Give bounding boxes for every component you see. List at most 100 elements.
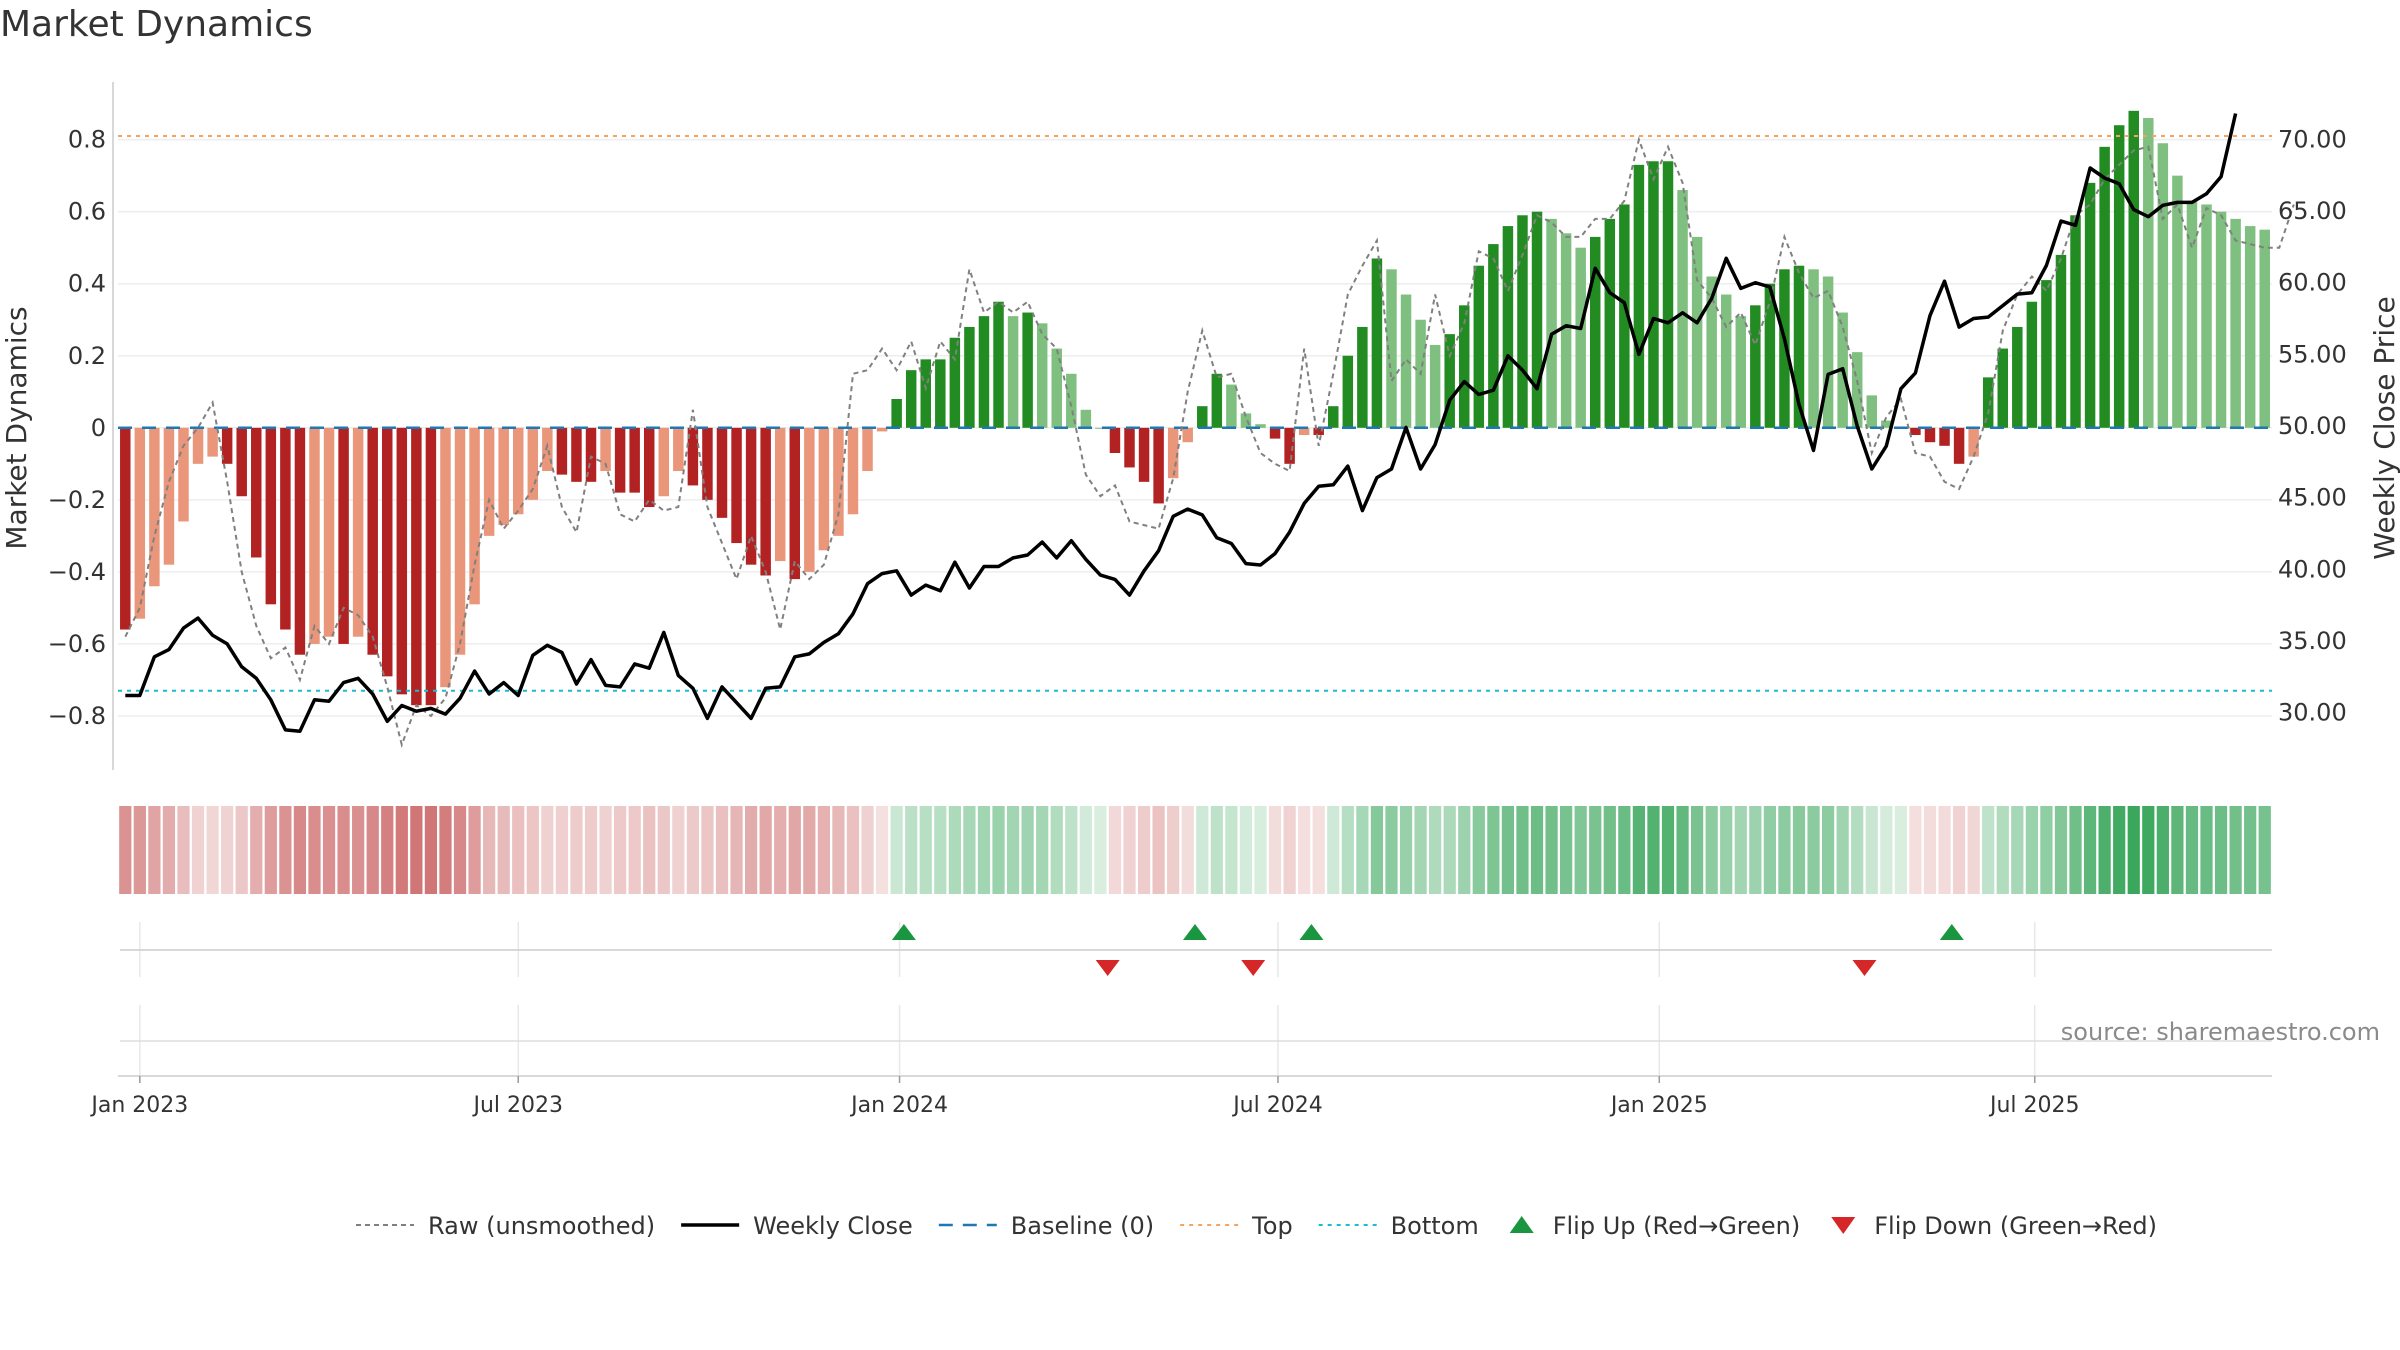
legend-item-bottom: Bottom (1318, 1212, 1479, 1240)
y-right-tick-label: 35.00 (2278, 627, 2347, 655)
band-cell (1327, 806, 1340, 894)
band-cell (1298, 806, 1311, 894)
weekly-close-line (125, 113, 2238, 734)
dynamics-bar (964, 326, 975, 428)
band-cell (570, 806, 583, 894)
legend: Raw (unsmoothed) Weekly Close Baseline (0)… (356, 1212, 2157, 1240)
dynamics-bar (876, 427, 888, 432)
dynamics-bar (1182, 427, 1193, 443)
band-cell (919, 806, 932, 894)
dynamics-bar (469, 427, 480, 605)
band-cell (2156, 806, 2169, 894)
band-cell (308, 806, 321, 894)
band-cell (1530, 806, 1544, 894)
band-cell (1094, 806, 1107, 894)
legend-label: Flip Up (Red→Green) (1553, 1212, 1801, 1240)
dynamics-bar (1444, 334, 1455, 428)
dynamics-bar (760, 427, 771, 576)
band-cell (2200, 806, 2213, 894)
band-cell (1836, 806, 1849, 894)
band-cell (133, 806, 146, 894)
dynamics-bar (411, 427, 422, 706)
chart-title: Market Dynamics (0, 4, 313, 45)
band-cell (2127, 806, 2140, 894)
band-cell (1239, 806, 1253, 894)
band-cell (2083, 806, 2097, 894)
dynamics-bar (1720, 294, 1732, 428)
band-cell (1283, 806, 1296, 894)
band-cell (526, 806, 539, 894)
band-cell (977, 806, 991, 894)
dynamics-bar (236, 427, 247, 497)
dynamics-bar (600, 427, 611, 472)
dynamics-bar (1095, 427, 1106, 429)
dynamics-bar (280, 427, 291, 630)
band-cell (1458, 806, 1471, 894)
dynamics-bar (774, 427, 786, 562)
y-left-tick-label: −0.8 (48, 702, 106, 730)
band-cell (1632, 806, 1646, 894)
dynamics-bar (1400, 294, 1412, 428)
y-right-tick-label: 50.00 (2278, 412, 2347, 440)
dynamics-bar (163, 427, 175, 565)
band-cell (1734, 806, 1747, 894)
dynamics-bar (1691, 236, 1703, 428)
dynamics-bar (1051, 348, 1062, 428)
band-cell (279, 806, 292, 894)
band-cell (759, 806, 772, 894)
dynamics-bar (352, 427, 364, 637)
dynamics-bar (1473, 265, 1485, 428)
band-cell (1443, 806, 1456, 894)
dynamics-bar (309, 427, 320, 644)
dynamics-bar (1226, 384, 1237, 428)
band-cell (1225, 806, 1238, 894)
band-cell (206, 806, 219, 894)
dynamics-bar (2172, 175, 2183, 428)
band-cell (1065, 806, 1078, 894)
band-cell (657, 806, 670, 894)
band-cell (1589, 806, 1602, 894)
band-cell (1006, 806, 1020, 894)
y-left-tick-label: 0.6 (68, 198, 106, 226)
band-cell (1021, 806, 1034, 894)
band-cell (1036, 806, 1049, 894)
dynamics-bar (425, 427, 437, 706)
y-right-tick-label: 65.00 (2278, 197, 2347, 225)
band-cell (1749, 806, 1762, 894)
y-right-tick-label: 45.00 (2278, 484, 2347, 512)
dynamics-bar (1619, 204, 1630, 428)
dynamics-bar (1633, 164, 1645, 428)
x-tick-label: Jan 2024 (849, 1093, 948, 1118)
band-cell (2229, 806, 2242, 894)
dynamics-bar (1779, 269, 1790, 428)
dynamics-bar (454, 427, 466, 655)
dynamics-bar (1604, 218, 1616, 428)
band-cell (1720, 806, 1733, 894)
band-cell (1356, 806, 1369, 894)
dynamics-bar (1153, 427, 1164, 504)
dynamics-bar (338, 427, 349, 644)
band-cell (701, 806, 714, 894)
band-cell (366, 806, 379, 894)
y-left-tick-label: 0.8 (68, 126, 106, 154)
dynamics-bar (833, 427, 844, 536)
dynamics-bar (1240, 413, 1252, 428)
dynamics-bar (1080, 409, 1092, 428)
band-cell (2258, 806, 2271, 894)
y-left-tick-label: 0 (91, 414, 106, 442)
dynamics-bar (789, 427, 801, 580)
dynamics-bar (1953, 427, 1965, 464)
band-cell (1312, 806, 1325, 894)
band-cell (1196, 806, 1209, 894)
dynamics-bar (367, 427, 378, 655)
dynamics-bar (1982, 377, 1994, 428)
dynamics-bar (687, 427, 699, 486)
dynamics-bar (1677, 190, 1688, 428)
dynamics-bar (251, 427, 262, 558)
dynamics-bar (2113, 125, 2125, 428)
band-cell (1865, 806, 1878, 894)
band-cell (1967, 806, 1980, 894)
band-cell (1691, 806, 1704, 894)
band-cell (1501, 806, 1515, 894)
